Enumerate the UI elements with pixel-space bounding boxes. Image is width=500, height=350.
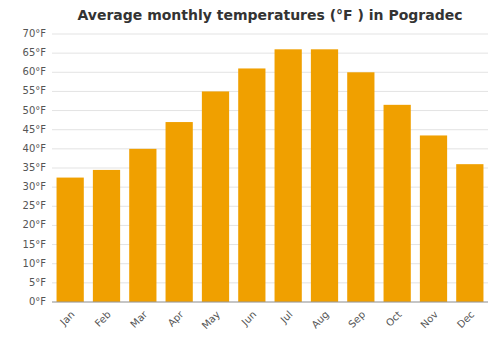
y-tick-label: 5°F (29, 277, 46, 288)
y-tick-label: 25°F (23, 200, 47, 211)
title: Average monthly temperatures (°F ) in Po… (77, 7, 462, 23)
y-tick-label: 55°F (23, 85, 47, 96)
grid-line (52, 72, 488, 73)
x-tick-label: Oct (384, 309, 404, 329)
bar (202, 91, 229, 302)
y-tick-label: 65°F (23, 47, 47, 58)
bar (275, 49, 302, 302)
bar (238, 68, 265, 302)
y-tick-label: 60°F (23, 66, 47, 77)
y-tick-label: 50°F (23, 105, 47, 116)
x-axis: Jan Feb Mar Apr May Jun Jul Aug Sep Oct Nov Dec (57, 308, 476, 331)
grid-line (52, 34, 488, 35)
x-tick-label: Feb (93, 309, 113, 329)
y-tick-label: 15°F (23, 239, 47, 250)
bar (129, 149, 156, 302)
grid-line (52, 53, 488, 54)
bar (166, 122, 193, 302)
bar (384, 105, 411, 302)
y-tick-label: 10°F (23, 258, 47, 269)
bar (456, 164, 483, 302)
x-tick-label: Apr (166, 308, 187, 329)
bar (311, 49, 338, 302)
grid-line (52, 91, 488, 92)
y-axis: 0°F 5°F 10°F 15°F 20°F 25°F 30°F 35°F 40°F 45°F 50… (23, 28, 488, 307)
y-tick-label: 30°F (23, 181, 47, 192)
y-tick-label: 40°F (23, 143, 47, 154)
bar (93, 170, 120, 302)
bar (347, 72, 374, 302)
chart: Average monthly temperatures (°F ) in Po… (0, 0, 500, 350)
x-tick-label: Aug (309, 309, 331, 331)
x-tick-label: Dec (455, 309, 476, 330)
bar (57, 178, 84, 302)
grid-line (52, 302, 488, 303)
grid-line (52, 110, 488, 111)
y-tick-label: 0°F (29, 296, 46, 307)
x-tick-label: Nov (418, 309, 440, 331)
x-tick-label: Jul (278, 309, 295, 326)
y-tick-label: 70°F (23, 28, 47, 39)
bars (57, 49, 484, 302)
y-tick-label: 20°F (23, 219, 47, 230)
x-tick-label: Mar (128, 308, 150, 330)
x-tick-label: Jun (239, 309, 259, 329)
x-tick-label: Sep (346, 309, 367, 330)
bar (420, 135, 447, 302)
x-axis-line (52, 302, 488, 303)
y-tick-label: 45°F (23, 124, 47, 135)
x-tick-label: Jan (57, 309, 76, 328)
x-tick-label: May (200, 309, 222, 331)
grid-line (52, 129, 488, 130)
page: {"chart_data": {"type": "bar", "title": … (0, 0, 500, 350)
y-tick-label: 35°F (23, 162, 47, 173)
